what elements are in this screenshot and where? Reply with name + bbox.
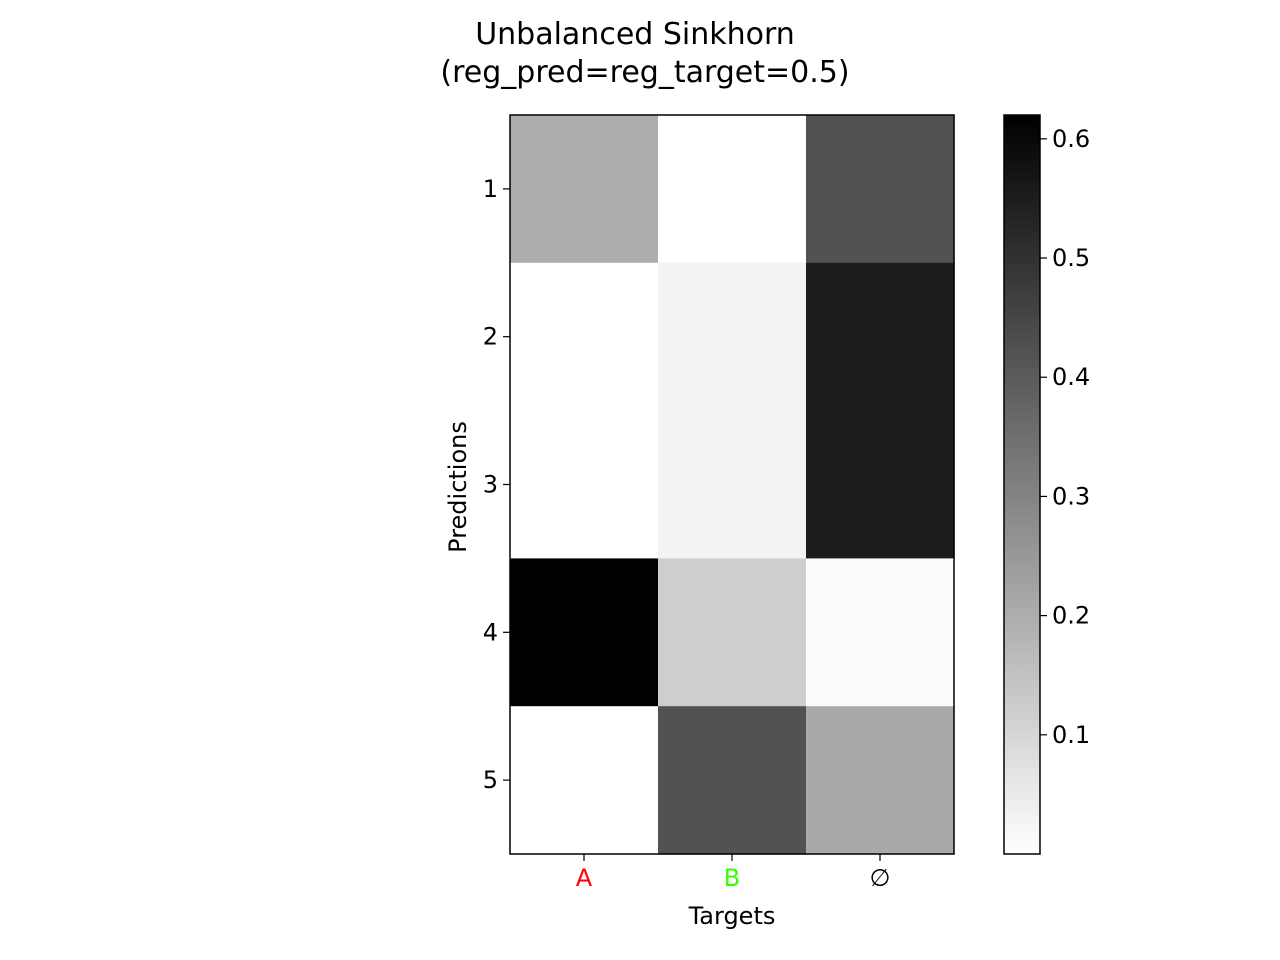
heatmap-cell-r5-c2: [658, 706, 807, 855]
heatmap-cell-r1-c1: [510, 115, 659, 264]
heatmap-cell-r3-c3: [806, 410, 955, 559]
heatmap-cells: [510, 115, 955, 855]
colorbar-ticks: 0.1 0.2 0.3 0.4 0.5 0.6: [1040, 125, 1090, 749]
heatmap-cell-r2-c1: [510, 262, 659, 412]
colorbar-tick-label: 0.2: [1052, 602, 1090, 630]
x-axis-ticks: A B ∅: [576, 854, 891, 892]
chart-title: Unbalanced Sinkhorn: [475, 17, 795, 52]
x-tick-label: B: [724, 864, 740, 892]
colorbar-tick-label: 0.4: [1052, 363, 1090, 391]
y-axis-label: Predictions: [444, 421, 472, 553]
heatmap-cell-r4-c3: [806, 558, 955, 707]
colorbar: [1003, 114, 1041, 855]
heatmap-cell-r1-c3: [806, 115, 955, 264]
x-tick-label: ∅: [870, 864, 891, 892]
heatmap-cell-r1-c2: [658, 115, 807, 264]
y-tick-label: 4: [483, 618, 498, 646]
x-tick-label: A: [576, 864, 593, 892]
heatmap-cell-r5-c1: [510, 706, 659, 855]
colorbar-tick-label: 0.1: [1052, 721, 1090, 749]
x-axis-label: Targets: [688, 902, 776, 930]
heatmap-cell-r5-c3: [806, 706, 955, 855]
colorbar-tick-label: 0.6: [1052, 125, 1090, 153]
heatmap-cell-r3-c2: [658, 410, 807, 559]
y-axis-ticks: 1 2 3 4 5: [483, 175, 510, 794]
y-tick-label: 3: [483, 471, 498, 499]
y-tick-label: 5: [483, 766, 498, 794]
colorbar-tick-label: 0.5: [1052, 244, 1090, 272]
colorbar-tick-label: 0.3: [1052, 482, 1090, 510]
heatmap-cell-r4-c2: [658, 558, 807, 707]
chart-subtitle: (reg_pred=reg_target=0.5): [440, 55, 849, 90]
heatmap-cell-r3-c1: [510, 410, 659, 559]
heatmap-cell-r4-c1: [510, 558, 659, 707]
heatmap-cell-r2-c2: [658, 262, 807, 412]
y-tick-label: 1: [483, 175, 498, 203]
heatmap-cell-r2-c3: [806, 262, 955, 412]
y-tick-label: 2: [483, 323, 498, 351]
